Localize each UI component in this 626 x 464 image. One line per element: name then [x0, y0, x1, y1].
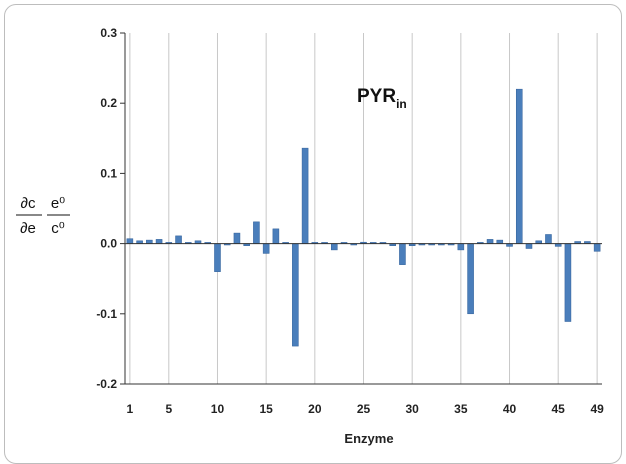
y-tick-label: 0.0 — [100, 237, 117, 251]
ylabel-den-left: ∂e — [20, 220, 36, 237]
bar-enzyme-1 — [126, 238, 134, 244]
y-tick-label: -0.1 — [96, 307, 117, 321]
x-tick-label: 49 — [590, 402, 604, 416]
annotation-subscript: in — [396, 97, 407, 111]
bar-series — [126, 88, 601, 347]
bar-enzyme-42 — [525, 243, 533, 249]
y-tick-label: 0.1 — [100, 166, 117, 180]
x-tick-label: 35 — [454, 402, 468, 416]
bar-enzyme-3 — [146, 239, 153, 244]
bar-enzyme-49 — [593, 243, 601, 252]
bar-enzyme-38 — [486, 239, 494, 244]
x-tick-label: 45 — [552, 402, 566, 416]
bar-enzyme-4 — [155, 239, 163, 244]
bar-enzyme-16 — [272, 228, 280, 244]
bar-enzyme-44 — [545, 234, 552, 244]
bar-enzyme-19 — [301, 147, 309, 244]
ylabel-den-right: c⁰ — [51, 220, 65, 237]
x-tick-label: 40 — [503, 402, 517, 416]
gridlines — [129, 33, 598, 384]
ylabel-num-left: ∂c — [21, 195, 36, 212]
bar-enzyme-36 — [467, 243, 474, 315]
y-tick-label: -0.2 — [96, 377, 117, 391]
bar-enzyme-46 — [564, 243, 572, 322]
x-axis-title: Enzyme — [344, 431, 393, 446]
bar-enzyme-39 — [496, 239, 504, 244]
x-tick-label: 10 — [211, 402, 225, 416]
x-tick-label: 15 — [259, 402, 273, 416]
chart: 0.30.20.10.0-0.1-0.2 1 5 10 15 20 25 30 35 40 45 4… — [16, 26, 605, 446]
x-tick-label: 30 — [405, 402, 419, 416]
bar-enzyme-6 — [175, 235, 182, 244]
ylabel-num-right: e⁰ — [51, 195, 65, 212]
bar-enzyme-22 — [331, 243, 338, 251]
y-tick-label: 0.2 — [100, 96, 117, 110]
y-axis-label: ∂c ∂e e⁰ c⁰ — [16, 195, 70, 237]
y-tick-labels: 0.3 0.2 0.1 0.0 -0.1 -0.2 — [96, 26, 117, 391]
x-tick-label: 25 — [357, 402, 371, 416]
x-tick-label: 1 — [127, 402, 134, 416]
bar-enzyme-10 — [214, 243, 221, 272]
bar-enzyme-12 — [233, 232, 241, 244]
bar-enzyme-14 — [253, 221, 260, 244]
annotation-main: PYR — [357, 86, 396, 107]
bar-enzyme-41 — [515, 88, 523, 244]
y-tick-label: 0.3 — [100, 26, 117, 40]
x-tick-label: 20 — [308, 402, 322, 416]
x-tick-labels: 1 5 10 15 20 25 30 35 40 45 49 — [127, 402, 605, 416]
axes — [120, 32, 602, 385]
chart-annotation: PYRin — [357, 86, 407, 111]
bar-enzyme-18 — [292, 243, 299, 347]
x-tick-label: 5 — [165, 402, 172, 416]
bar-enzyme-29 — [399, 243, 406, 265]
bar-enzyme-35 — [457, 243, 465, 251]
bar-enzyme-15 — [262, 243, 270, 254]
